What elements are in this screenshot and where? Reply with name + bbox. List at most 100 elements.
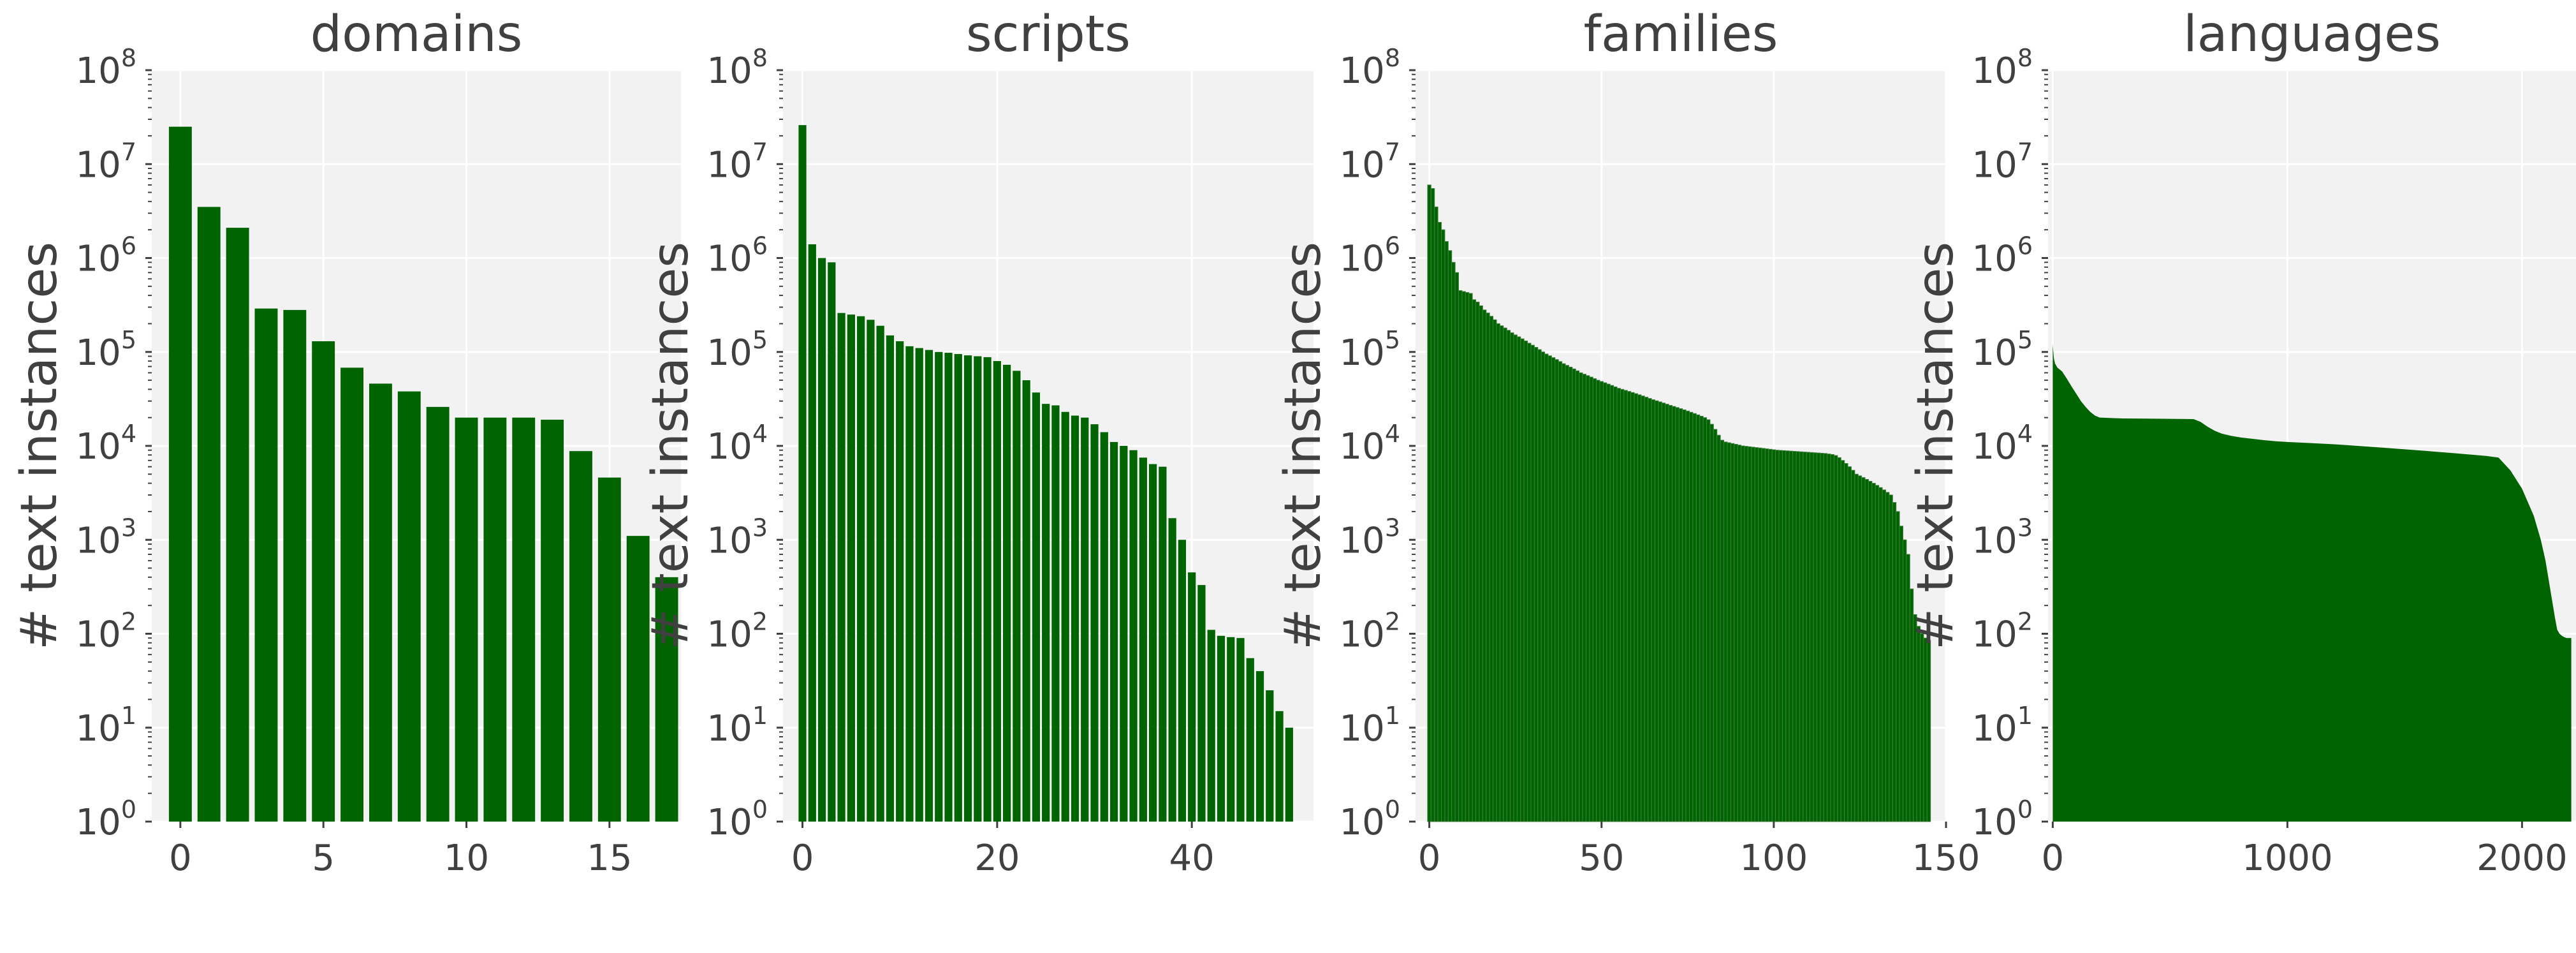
bar <box>847 314 855 822</box>
bar <box>1129 450 1138 822</box>
bar <box>1648 398 1652 822</box>
bar <box>1850 469 1855 822</box>
bar <box>1864 479 1869 822</box>
x-tick-label: 1000 <box>2242 838 2333 879</box>
bar <box>1109 441 1118 822</box>
bar <box>1585 375 1590 822</box>
bar <box>1602 382 1607 822</box>
bar <box>1236 638 1245 822</box>
bar <box>993 361 1001 822</box>
y-tick-label: 108 <box>1972 44 2033 92</box>
bar <box>1668 404 1672 822</box>
bar <box>1275 711 1284 822</box>
x-tick-label: 100 <box>1739 838 1808 879</box>
y-tick-label: 107 <box>707 138 768 186</box>
y-tick-label: 101 <box>1340 702 1400 750</box>
y-tick-label: 106 <box>1972 232 2033 280</box>
bar <box>226 228 249 822</box>
bar <box>1266 690 1274 822</box>
bar <box>1661 403 1666 822</box>
bar <box>1437 222 1442 822</box>
bar <box>1678 408 1683 822</box>
bar <box>1285 727 1293 822</box>
bar <box>1540 351 1546 822</box>
bar <box>1003 364 1011 822</box>
bar <box>1090 424 1099 822</box>
panel-title: domains <box>311 6 523 63</box>
bar <box>1520 338 1525 822</box>
y-tick-label: 105 <box>707 326 768 374</box>
bar <box>1548 355 1552 822</box>
bar <box>1555 359 1559 822</box>
bar <box>1022 380 1030 822</box>
bar <box>1803 452 1807 822</box>
y-tick-label: 107 <box>76 138 136 186</box>
x-tick-label: 0 <box>1418 838 1441 879</box>
bar <box>1658 401 1662 822</box>
bar <box>857 316 865 822</box>
bar <box>168 126 192 822</box>
bar <box>817 258 826 822</box>
bar <box>1544 353 1549 822</box>
y-tick-label: 104 <box>1972 420 2033 468</box>
bar <box>1651 399 1655 822</box>
bar <box>1454 272 1460 822</box>
y-tick-label: 100 <box>1340 795 1400 843</box>
bar <box>837 313 845 822</box>
bar <box>1246 658 1254 822</box>
y-tick-label: 103 <box>707 513 768 561</box>
bar <box>1875 485 1880 822</box>
y-tick-label: 107 <box>1972 138 2033 186</box>
bar <box>1565 365 1569 822</box>
bar <box>1813 452 1817 822</box>
bar <box>1665 404 1669 822</box>
bar <box>1644 397 1649 822</box>
bar <box>1482 309 1487 822</box>
bar <box>867 320 875 822</box>
bar <box>426 406 450 822</box>
bar <box>925 350 933 822</box>
bar <box>1882 489 1886 822</box>
y-tick-label: 108 <box>707 44 768 92</box>
bar <box>1830 454 1834 822</box>
y-tick-label: 106 <box>707 232 768 280</box>
x-tick-label: 150 <box>1912 838 1980 879</box>
area-series <box>2053 344 2572 822</box>
y-tick-label: 100 <box>1972 795 2033 843</box>
bar <box>1468 293 1473 822</box>
bar <box>283 309 307 822</box>
bar <box>1747 446 1752 822</box>
bar <box>963 355 972 822</box>
bar <box>1833 455 1838 822</box>
bar <box>1503 327 1507 822</box>
y-axis-label: # text instances <box>642 242 699 650</box>
y-tick-label: 106 <box>1340 232 1400 280</box>
bar <box>1675 407 1680 822</box>
y-tick-label: 101 <box>76 702 136 750</box>
bar <box>1816 452 1821 822</box>
bar <box>1878 487 1883 822</box>
bar <box>905 346 914 822</box>
bar <box>1727 442 1731 822</box>
bar <box>1589 376 1593 822</box>
bar <box>1695 414 1701 822</box>
y-tick-label: 105 <box>76 326 136 374</box>
y-axis-label: # text instances <box>11 242 68 650</box>
y-tick-label: 104 <box>707 420 768 468</box>
bar <box>1613 386 1618 822</box>
bar <box>1844 463 1848 822</box>
bar <box>1716 434 1721 822</box>
bar <box>369 383 392 822</box>
bar <box>1032 392 1041 822</box>
y-tick-label: 101 <box>1972 702 2033 750</box>
bar <box>915 348 923 822</box>
chart-panel-families: 100 101 102 103 104 105 106 107 108 0 50 100 150 fami… <box>1275 6 1980 879</box>
bar <box>1734 443 1738 822</box>
bar <box>1472 299 1477 822</box>
bar <box>1499 325 1504 822</box>
bar <box>1885 492 1890 822</box>
bar <box>1689 411 1694 822</box>
bar <box>1486 313 1490 822</box>
bar <box>1896 511 1900 822</box>
bar <box>1616 388 1621 822</box>
